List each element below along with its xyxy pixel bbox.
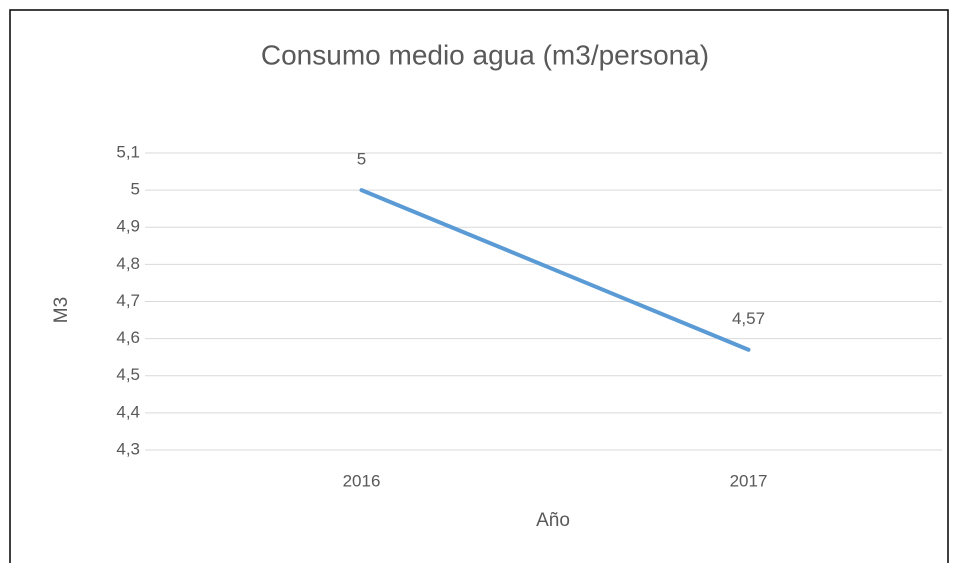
x-axis-label: Año (536, 510, 570, 531)
chart-border (9, 9, 949, 563)
x-tick-label: 2016 (343, 471, 381, 490)
y-axis-label: M3 (51, 297, 72, 323)
y-tick-label: 5 (131, 180, 140, 199)
y-tick-label: 4,3 (116, 439, 140, 458)
data-label: 4,57 (732, 309, 765, 328)
data-label: 5 (357, 150, 366, 169)
y-tick-label: 4,4 (116, 402, 140, 421)
y-tick-label: 4,8 (116, 254, 140, 273)
x-tick-label: 2017 (730, 471, 768, 490)
chart-title: Consumo medio agua (m3/persona) (261, 39, 709, 70)
y-tick-label: 5,1 (116, 142, 140, 161)
data-line (359, 188, 751, 352)
y-tick-label: 4,6 (116, 328, 140, 347)
y-tick-label: 4,5 (116, 365, 140, 384)
y-tick-label: 4,7 (116, 291, 140, 310)
y-tick-label: 4,9 (116, 217, 140, 236)
